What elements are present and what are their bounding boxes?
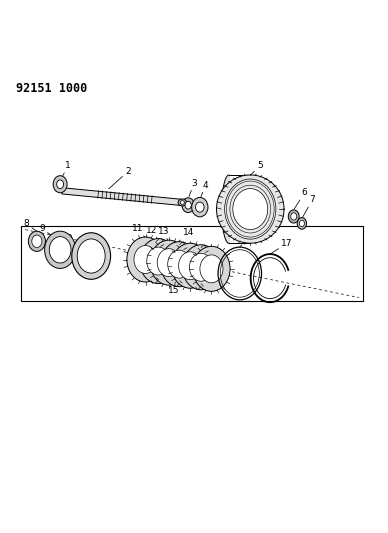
Ellipse shape bbox=[157, 249, 180, 277]
Ellipse shape bbox=[28, 231, 45, 252]
Bar bbox=[21, 226, 363, 302]
Ellipse shape bbox=[200, 255, 223, 283]
Ellipse shape bbox=[127, 237, 164, 282]
Text: 3: 3 bbox=[189, 179, 197, 197]
Ellipse shape bbox=[288, 210, 299, 223]
Polygon shape bbox=[62, 188, 183, 206]
Ellipse shape bbox=[192, 197, 208, 217]
Text: 11: 11 bbox=[132, 224, 145, 237]
Ellipse shape bbox=[49, 237, 71, 263]
Ellipse shape bbox=[171, 243, 209, 288]
Text: 10: 10 bbox=[62, 234, 83, 243]
Text: 92151 1000: 92151 1000 bbox=[16, 82, 87, 95]
Ellipse shape bbox=[140, 239, 177, 284]
Text: 16: 16 bbox=[240, 233, 254, 247]
Ellipse shape bbox=[297, 217, 307, 229]
Text: 17: 17 bbox=[270, 239, 293, 254]
Ellipse shape bbox=[45, 231, 76, 269]
Text: 14: 14 bbox=[178, 228, 194, 241]
Ellipse shape bbox=[189, 253, 213, 281]
Ellipse shape bbox=[196, 202, 204, 212]
Ellipse shape bbox=[147, 247, 170, 275]
Ellipse shape bbox=[161, 241, 198, 287]
Text: 5: 5 bbox=[250, 161, 263, 175]
Ellipse shape bbox=[182, 245, 220, 290]
Ellipse shape bbox=[57, 180, 64, 189]
Ellipse shape bbox=[77, 239, 105, 273]
Ellipse shape bbox=[150, 240, 187, 285]
Ellipse shape bbox=[53, 176, 67, 193]
Ellipse shape bbox=[32, 235, 42, 247]
Text: 2: 2 bbox=[109, 167, 131, 189]
Text: 12: 12 bbox=[146, 225, 157, 239]
Ellipse shape bbox=[178, 199, 187, 206]
Ellipse shape bbox=[233, 189, 268, 230]
Ellipse shape bbox=[134, 246, 157, 273]
Ellipse shape bbox=[72, 233, 111, 279]
Text: 1: 1 bbox=[61, 161, 71, 179]
Ellipse shape bbox=[193, 246, 230, 292]
Text: 9: 9 bbox=[39, 224, 54, 237]
Ellipse shape bbox=[291, 213, 297, 220]
Ellipse shape bbox=[180, 201, 184, 204]
Ellipse shape bbox=[299, 220, 305, 227]
Ellipse shape bbox=[178, 252, 202, 280]
Text: 4: 4 bbox=[201, 181, 208, 197]
Text: 8: 8 bbox=[24, 219, 37, 231]
Text: 7: 7 bbox=[303, 195, 315, 217]
Text: 13: 13 bbox=[158, 227, 170, 240]
Text: 15: 15 bbox=[168, 282, 180, 295]
Ellipse shape bbox=[182, 198, 194, 213]
Ellipse shape bbox=[168, 250, 191, 278]
Ellipse shape bbox=[217, 175, 284, 243]
Text: 6: 6 bbox=[294, 188, 307, 209]
Ellipse shape bbox=[185, 201, 191, 209]
